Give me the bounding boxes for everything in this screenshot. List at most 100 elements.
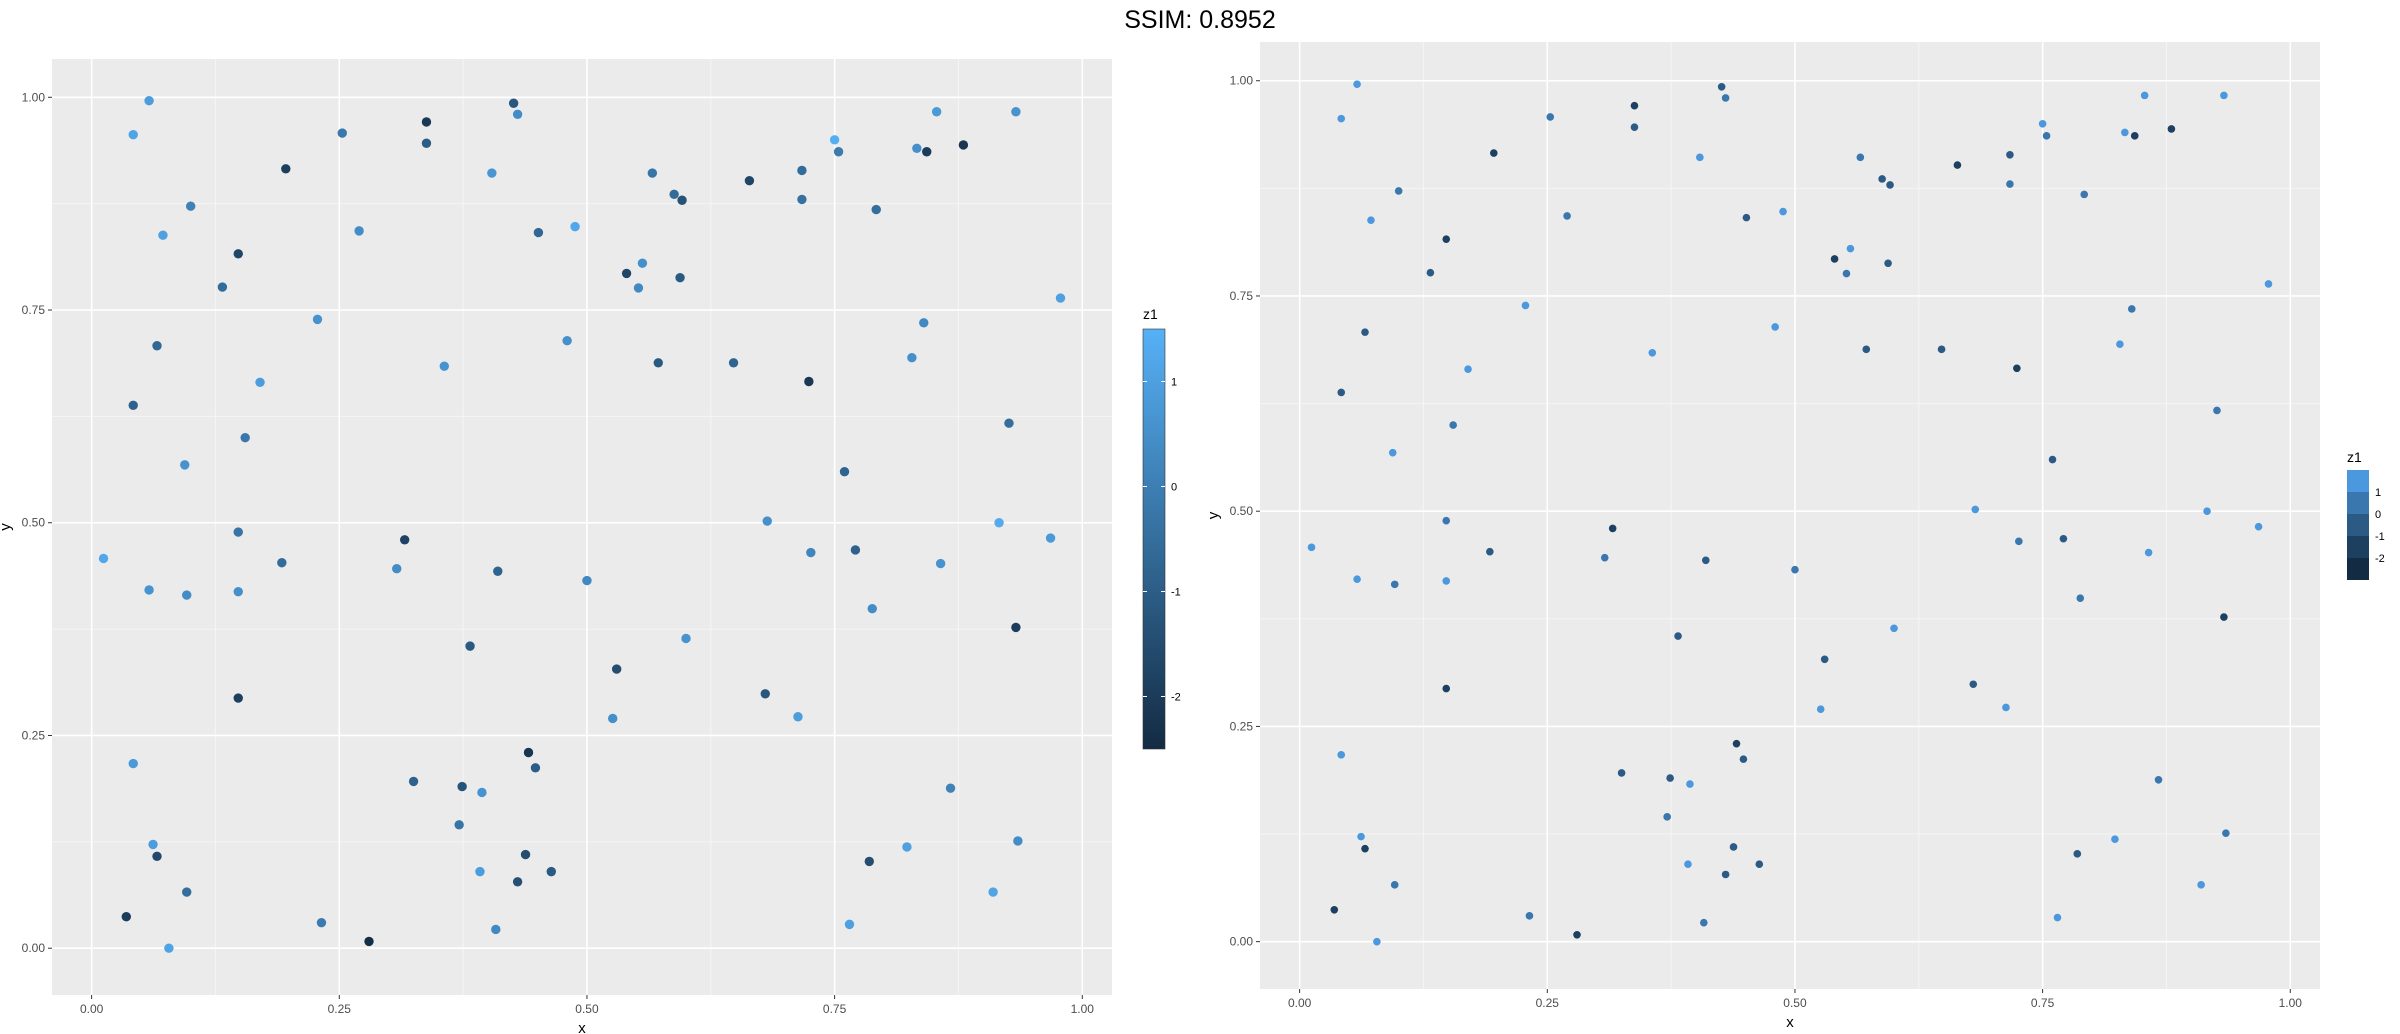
x-tick-label: 0.75 — [823, 1002, 847, 1016]
x-tick-label: 0.50 — [575, 1002, 599, 1016]
legend-title: z1 — [1143, 306, 1158, 322]
data-point — [1337, 388, 1346, 397]
data-point — [935, 558, 946, 569]
data-point — [121, 912, 131, 922]
figure-title: SSIM: 0.8952 — [1124, 6, 1275, 34]
data-point — [2038, 119, 2047, 128]
data-point — [1729, 843, 1738, 851]
data-point — [675, 272, 685, 283]
data-point — [1842, 269, 1851, 278]
data-point — [1045, 533, 1056, 543]
data-point — [1390, 881, 1399, 889]
data-point — [653, 358, 663, 368]
data-point — [217, 282, 228, 292]
y-axis-label: y — [1205, 511, 1222, 519]
data-point — [1830, 255, 1839, 263]
data-point — [621, 268, 632, 279]
legend-bin-swatch — [2347, 558, 2369, 580]
y-tick-label: 0.75 — [22, 303, 46, 317]
data-point — [871, 204, 881, 215]
data-point — [1426, 268, 1435, 277]
data-point — [1878, 175, 1886, 183]
data-point — [182, 590, 192, 600]
data-point — [1846, 244, 1855, 253]
panel-background — [1260, 42, 2320, 989]
data-point — [1013, 836, 1023, 846]
data-point — [477, 787, 487, 798]
data-point — [1464, 365, 1472, 373]
data-point — [582, 575, 592, 586]
data-point — [2220, 91, 2228, 100]
y-tick-label: 0.00 — [22, 941, 46, 955]
data-point — [128, 758, 138, 769]
data-point — [144, 95, 154, 106]
colorbar — [1142, 328, 1166, 750]
data-point — [647, 168, 658, 178]
data-point — [1573, 930, 1581, 939]
data-point — [2121, 128, 2129, 137]
data-point — [337, 128, 347, 138]
data-point — [1521, 301, 1530, 310]
data-point — [1739, 755, 1748, 763]
data-point — [806, 547, 816, 558]
y-tick-label: 1.00 — [22, 90, 46, 104]
data-point — [637, 258, 648, 268]
data-point — [1663, 813, 1671, 821]
data-point — [354, 226, 364, 236]
legend-bin-label: -2 — [2375, 553, 2385, 565]
data-point — [152, 851, 162, 862]
data-point — [2053, 913, 2062, 922]
data-point — [912, 143, 922, 154]
data-point — [797, 194, 807, 205]
data-point — [128, 130, 138, 140]
data-point — [493, 566, 503, 576]
data-point — [1442, 684, 1451, 693]
x-tick-label: 0.25 — [1536, 996, 1560, 1010]
right-scatter-plot: 0.00 0.25 0.50 0.75 1.00 0.00 0.25 0.50 0.75 1.00… — [1205, 42, 2385, 1031]
data-point — [487, 168, 497, 178]
legend-title: z1 — [2347, 449, 2362, 465]
data-point — [2111, 835, 2119, 844]
data-point — [1856, 153, 1865, 162]
data-point — [233, 527, 243, 537]
y-tick-label: 0.50 — [22, 516, 46, 530]
data-point — [2080, 190, 2089, 199]
data-point — [2042, 132, 2051, 140]
data-point — [919, 318, 929, 328]
y-tick-label: 0.25 — [1230, 719, 1254, 733]
data-point — [1337, 751, 1346, 759]
data-point — [1700, 918, 1708, 927]
data-point — [833, 147, 844, 157]
data-point — [128, 400, 138, 411]
data-point — [2203, 507, 2211, 515]
data-point — [520, 849, 531, 860]
data-point — [1779, 207, 1787, 216]
data-point — [1890, 624, 1898, 633]
data-point — [728, 358, 739, 368]
scatter-points — [1307, 80, 2273, 946]
y-tick-label: 0.50 — [1230, 504, 1254, 518]
left-scatter-plot: 0.00 0.25 0.50 0.75 1.00 0.00 0.25 0.50 0.75 1.00… — [0, 59, 1181, 1034]
data-point — [364, 936, 374, 947]
data-point — [457, 781, 467, 792]
data-point — [523, 747, 534, 758]
data-point — [1394, 187, 1403, 195]
data-point — [312, 314, 323, 325]
data-point — [1937, 345, 1946, 354]
data-point — [1390, 580, 1399, 589]
data-point — [608, 713, 618, 724]
data-point — [1686, 780, 1694, 788]
data-point — [958, 140, 969, 150]
data-point — [1648, 348, 1657, 357]
data-point — [1486, 547, 1494, 556]
data-point — [2144, 548, 2153, 557]
data-point — [1816, 705, 1825, 714]
data-point — [491, 924, 501, 935]
x-axis-label: x — [578, 1020, 586, 1034]
x-tick-label: 0.75 — [2031, 996, 2055, 1010]
data-point — [180, 460, 190, 470]
data-point — [1011, 107, 1021, 117]
data-point — [744, 175, 755, 186]
data-point — [2220, 613, 2228, 621]
